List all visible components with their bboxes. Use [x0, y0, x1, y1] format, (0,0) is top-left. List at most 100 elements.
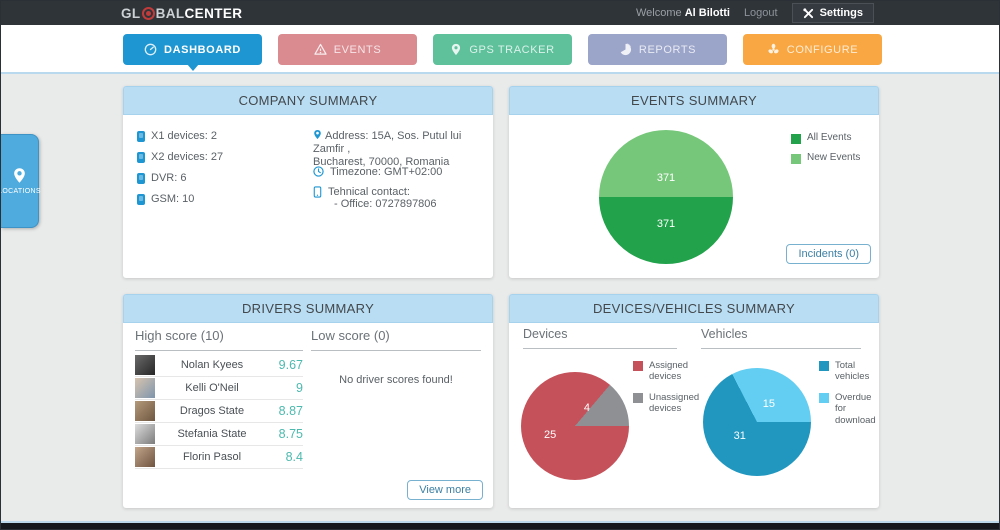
tab-configure-label: CONFIGURE: [786, 43, 859, 56]
devices-pie-chart: 25 4: [521, 372, 629, 480]
driver-name: Kelli O'Neil: [185, 382, 239, 394]
devices-legend: Assigned devices Unassigned devices: [633, 360, 699, 415]
legend-swatch-assigned: [633, 361, 643, 371]
device-count-label: X2 devices: 27: [151, 151, 224, 163]
device-count-label: X1 devices: 2: [151, 130, 218, 142]
devices-sub-header: Devices: [523, 327, 677, 349]
tab-events[interactable]: EVENTS: [278, 34, 417, 65]
timezone-label: Timezone: GMT+02:00: [330, 166, 443, 178]
driver-score: 8.4: [285, 450, 303, 464]
device-count-x1: X1 devices: 2: [137, 130, 217, 142]
tab-gps-tracker-label: GPS TRACKER: [469, 43, 555, 56]
tab-dashboard[interactable]: DASHBOARD: [123, 34, 262, 71]
tablet-icon: [313, 186, 322, 198]
contact-text: Tehnical contact: - Office: 0727897806: [328, 186, 437, 210]
pie-value-overdue: 15: [762, 397, 775, 410]
driver-name: Florin Pasol: [182, 451, 242, 463]
tab-configure[interactable]: CONFIGURE: [743, 34, 882, 65]
welcome-text: Welcome Al Bilotti: [636, 7, 730, 19]
legend-swatch-all-events: [791, 133, 801, 144]
settings-button[interactable]: Settings: [791, 3, 874, 23]
events-summary-panel: EVENTS SUMMARY 371 371 All Events New Ev…: [509, 86, 879, 278]
driver-name: Stefania State: [177, 428, 247, 440]
driver-row[interactable]: Dragos State 8.87: [135, 400, 303, 423]
legend-item-total-vehicles: Total vehicles: [819, 360, 875, 383]
pie-value-all-events: 371: [656, 217, 676, 230]
locations-side-tab[interactable]: LOCATIONS: [0, 134, 41, 228]
tab-reports[interactable]: REPORTS: [588, 34, 727, 65]
pie-value-new-events: 371: [656, 172, 676, 185]
driver-score: 9.67: [278, 358, 303, 372]
tab-dashboard-label: DASHBOARD: [164, 43, 241, 56]
settings-label: Settings: [819, 7, 863, 19]
drivers-summary-panel: DRIVERS SUMMARY High score (10) Low scor…: [123, 294, 493, 508]
phone-icon: [137, 193, 145, 205]
device-count-x2: X2 devices: 27: [137, 151, 223, 163]
tab-gps-tracker[interactable]: GPS TRACKER: [433, 34, 572, 65]
avatar: [135, 424, 155, 444]
avatar: [135, 355, 155, 375]
legend-swatch-overdue: [819, 392, 829, 403]
driver-score: 8.75: [278, 427, 303, 441]
app-logo: GL BAL CENTER: [121, 6, 242, 21]
device-count-dvr: DVR: 6: [137, 172, 186, 184]
driver-row[interactable]: Nolan Kyees 9.67: [135, 354, 303, 377]
vehicles-pie-chart: 31 15: [703, 368, 811, 476]
warning-icon: [314, 43, 327, 55]
legend-swatch-unassigned: [633, 392, 643, 403]
vehicles-legend: Total vehicles Overdue for download: [819, 360, 876, 426]
logo-text-prefix: GL: [121, 5, 141, 21]
avatar: [135, 447, 155, 467]
fan-icon: [768, 43, 779, 54]
devices-vehicles-summary-panel: DEVICES/VEHICLES SUMMARY Devices Vehicle…: [509, 294, 879, 508]
high-score-header: High score (10): [135, 328, 303, 351]
high-score-list: Nolan Kyees 9.67 Kelli O'Neil 9 Dragos S…: [135, 354, 303, 469]
driver-name: Dragos State: [179, 405, 245, 417]
legend-swatch-total-vehicles: [819, 361, 829, 371]
vehicles-sub-header: Vehicles: [701, 327, 861, 349]
legend-label: Unassigned devices: [649, 391, 700, 415]
target-icon: [141, 6, 155, 20]
phone-icon: [137, 130, 145, 142]
incidents-button[interactable]: Incidents (0): [786, 244, 871, 264]
drivers-summary-title: DRIVERS SUMMARY: [123, 294, 493, 323]
contact-label: Tehnical contact:: [328, 186, 410, 198]
events-pie-chart: 371 371: [599, 130, 733, 264]
logo-text-suffix: CENTER: [184, 5, 243, 21]
driver-name: Nolan Kyees: [180, 359, 244, 371]
legend-label: Total vehicles: [835, 360, 870, 383]
driver-row[interactable]: Kelli O'Neil 9: [135, 377, 303, 400]
contact-office: - Office: 0727897806: [334, 198, 437, 210]
logout-link[interactable]: Logout: [743, 7, 778, 19]
tab-reports-label: REPORTS: [638, 43, 697, 56]
locations-tab-label: LOCATIONS: [0, 188, 41, 195]
gauge-icon: [144, 43, 157, 56]
driver-score: 8.87: [278, 404, 303, 418]
low-score-header: Low score (0): [311, 328, 481, 351]
events-summary-title: EVENTS SUMMARY: [509, 86, 879, 115]
clock-icon: [313, 166, 324, 177]
tab-events-label: EVENTS: [333, 43, 382, 56]
legend-item-unassigned: Unassigned devices: [633, 392, 699, 415]
avatar: [135, 378, 155, 398]
address-line1: Address: 15A, Sos. Putul lui Zamfir ,: [313, 130, 462, 155]
legend-item-overdue: Overdue for download: [819, 392, 876, 426]
pie-value-assigned: 25: [544, 428, 557, 441]
pie-value-unassigned: 4: [583, 401, 590, 414]
view-more-button[interactable]: View more: [407, 480, 483, 500]
driver-row[interactable]: Stefania State 8.75: [135, 423, 303, 446]
pin-icon: [314, 130, 321, 139]
address-line2: Bucharest, 70000, Romania: [313, 156, 450, 168]
legend-label: All Events: [807, 132, 852, 143]
avatar: [135, 401, 155, 421]
driver-row[interactable]: Florin Pasol 8.4: [135, 446, 303, 469]
bottom-window-edge: [1, 521, 999, 529]
company-timezone: Timezone: GMT+02:00: [313, 166, 442, 178]
events-legend: All Events New Events: [791, 132, 860, 164]
legend-label: New Events: [807, 152, 861, 163]
pin-icon: [452, 43, 461, 56]
legend-swatch-new-events: [791, 153, 801, 164]
phone-icon: [137, 172, 145, 184]
company-contact: Tehnical contact: - Office: 0727897806: [313, 186, 437, 210]
